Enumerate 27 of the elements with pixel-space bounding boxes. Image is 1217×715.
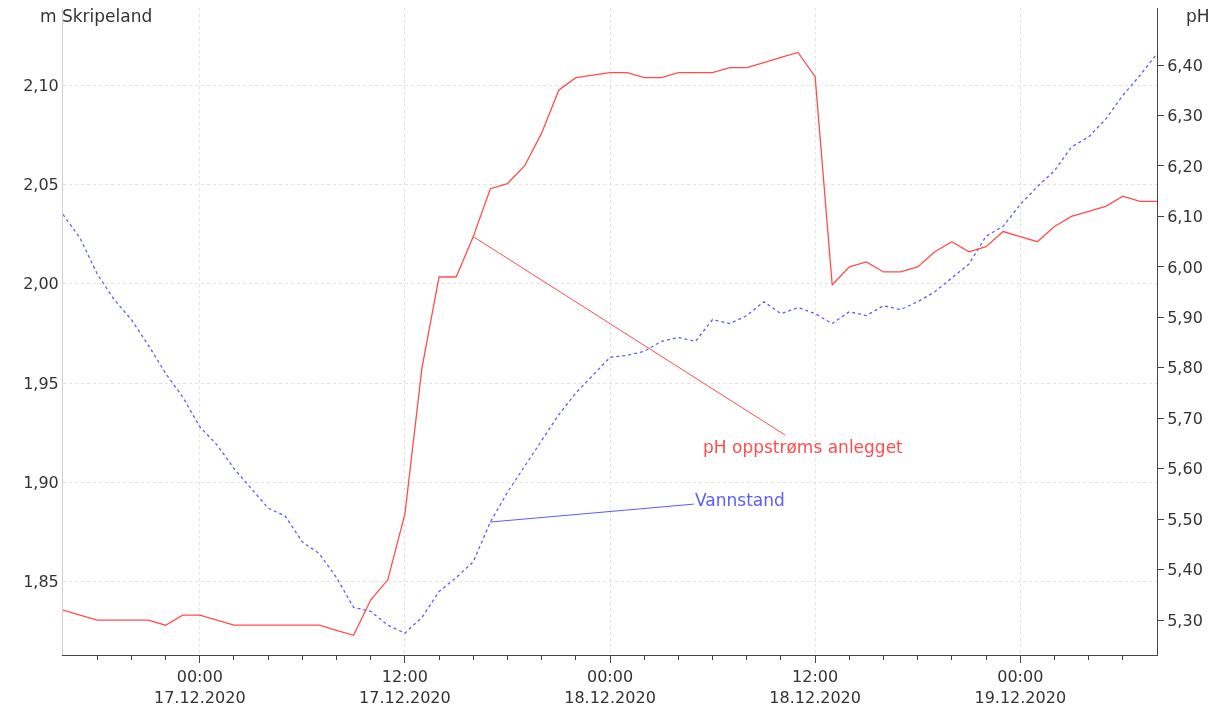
y-tick-label: 2,00 <box>23 274 59 294</box>
y2-tick-label: 5,40 <box>1167 560 1203 580</box>
y-tick-label: 1,95 <box>23 373 59 393</box>
y-tick-label: 2,10 <box>23 76 59 95</box>
x-tick-label: 00:00 19.12.2020 <box>974 667 1067 707</box>
y-tick-label: 2,05 <box>23 175 59 195</box>
x-tick-label: 00:00 17.12.2020 <box>153 667 246 707</box>
y2-tick-label: 6,00 <box>1167 257 1203 277</box>
y-axis-title: m Skripeland <box>40 6 153 26</box>
y2-tick-label: 5,90 <box>1167 307 1203 327</box>
y2-axis-title: pH <box>1186 6 1210 26</box>
y2-tick-label: 5,70 <box>1167 408 1203 428</box>
y-tick-label: 1,90 <box>23 472 59 492</box>
y2-tick-label: 6,30 <box>1167 106 1203 126</box>
text: Vannstand <box>695 490 785 510</box>
x-tick-label: 12:00 17.12.2020 <box>359 667 451 707</box>
y2-tick-label: 5,30 <box>1167 610 1203 630</box>
x-tick-label: 00:00 18.12.2020 <box>564 667 656 707</box>
y2-tick-label: 5,50 <box>1167 509 1203 529</box>
y2-tick-label: 6,20 <box>1167 156 1203 176</box>
x-tick-label: 12:00 18.12.2020 <box>769 667 861 707</box>
y2-tick-label: 5,80 <box>1167 358 1203 378</box>
y2-tick-label: 6,40 <box>1167 55 1203 75</box>
y2-tick-label: 6,10 <box>1167 207 1203 227</box>
y2-tick-label: 5,60 <box>1167 459 1203 479</box>
text: pH oppstrøms anlegget <box>703 437 904 457</box>
y-tick-label: 1,85 <box>23 572 59 592</box>
